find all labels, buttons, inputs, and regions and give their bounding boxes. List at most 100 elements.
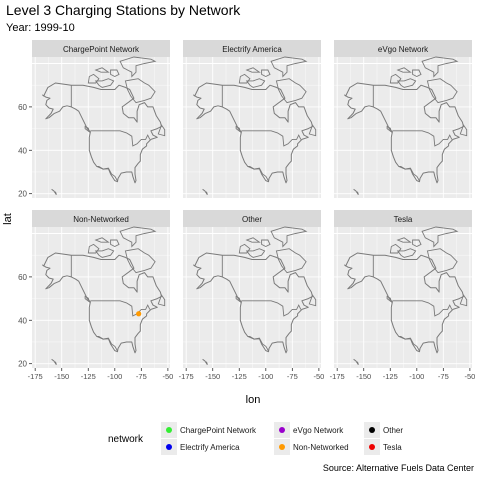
island-outline — [245, 67, 261, 73]
x-tick-label: -75 — [287, 372, 298, 381]
border-line — [392, 130, 453, 147]
island-outline — [94, 78, 115, 88]
facet-panel: Tesla -175 -150 -125 -100 -75 -50 — [330, 210, 475, 381]
island-outline — [84, 295, 91, 303]
x-tick-label: -150 — [54, 372, 69, 381]
border-line — [241, 300, 302, 317]
legend-label: eVgo Network — [293, 426, 344, 435]
facet-label: ChargePoint Network — [63, 45, 140, 54]
x-tick-label: -100 — [107, 372, 122, 381]
border-line — [392, 300, 453, 317]
x-axis-title: lon — [246, 394, 261, 406]
y-tick-label: 20 — [18, 190, 27, 199]
panel-background — [183, 227, 321, 368]
chart-title: Level 3 Charging Stations by Network — [6, 2, 241, 18]
facet-panel: eVgo Network — [334, 40, 472, 198]
coastline — [193, 252, 313, 354]
hawaii-outline — [353, 358, 359, 365]
coastline — [344, 252, 464, 354]
legend-label: Electrify America — [180, 443, 240, 452]
island-outline — [245, 78, 266, 88]
island-outline — [238, 73, 251, 84]
facet-label: eVgo Network — [378, 45, 429, 54]
y-tick-label: 40 — [18, 316, 27, 325]
border-line — [90, 130, 151, 147]
facet-label: Non-Networked — [73, 215, 129, 224]
legend: network ChargePoint Network Electrify Amer… — [108, 422, 403, 455]
facet-panel: Other -175 -150 -125 -100 -75 -50 — [179, 210, 324, 381]
island-outline — [308, 124, 317, 137]
island-outline — [275, 78, 307, 104]
border-line — [96, 166, 118, 182]
island-outline — [87, 243, 100, 254]
facet-strip — [334, 40, 472, 57]
island-outline — [157, 294, 166, 307]
island-outline — [261, 239, 271, 248]
hawaii-outline — [353, 188, 359, 195]
border-line — [247, 166, 269, 182]
x-tick-label: -125 — [81, 372, 96, 381]
island-outline — [396, 248, 417, 258]
coastline — [344, 82, 464, 184]
x-tick-label: -125 — [383, 372, 398, 381]
chart-caption: Source: Alternative Fuels Data Center — [322, 463, 474, 473]
island-outline — [261, 69, 271, 78]
island-outline — [235, 125, 242, 133]
coastline — [193, 82, 313, 184]
panel-background — [183, 57, 321, 198]
data-point — [136, 311, 142, 317]
legend-swatch — [279, 444, 285, 450]
x-tick-label: -175 — [179, 372, 194, 381]
island-outline — [235, 295, 242, 303]
border-line — [241, 130, 302, 147]
y-axis-title: lat — [2, 213, 14, 225]
island-outline — [94, 248, 115, 258]
border-line — [247, 336, 269, 352]
island-outline — [119, 226, 157, 248]
island-outline — [426, 248, 458, 274]
border-line — [398, 336, 420, 352]
coastline — [42, 252, 162, 354]
island-outline — [119, 56, 157, 78]
island-outline — [124, 78, 156, 104]
facet-panel: Electrify America — [183, 40, 321, 198]
x-tick-label: -50 — [162, 372, 173, 381]
panel-background — [334, 227, 472, 368]
x-tick-label: -100 — [258, 372, 273, 381]
x-tick-label: -50 — [313, 372, 324, 381]
legend-label: Other — [383, 426, 403, 435]
hawaii-outline — [202, 188, 208, 195]
border-line — [96, 336, 118, 352]
island-outline — [459, 294, 468, 307]
x-tick-label: -150 — [205, 372, 220, 381]
facet-strip — [32, 210, 170, 227]
y-tick-label: 20 — [18, 360, 27, 369]
panel-background — [32, 57, 170, 198]
facet-label: Other — [242, 215, 262, 224]
island-outline — [84, 125, 91, 133]
facet-strip — [183, 210, 321, 227]
facet-strip — [183, 40, 321, 57]
island-outline — [396, 78, 417, 88]
legend-swatch — [166, 427, 172, 433]
hawaii-outline — [202, 358, 208, 365]
island-outline — [396, 67, 412, 73]
island-outline — [110, 239, 120, 248]
chart-subtitle: Year: 1999-10 — [6, 22, 75, 34]
x-tick-label: -150 — [356, 372, 371, 381]
legend-swatch — [369, 444, 375, 450]
x-tick-label: -50 — [464, 372, 475, 381]
island-outline — [275, 248, 307, 274]
legend-title: network — [108, 434, 144, 445]
panel-background — [334, 57, 472, 198]
legend-label: ChargePoint Network — [180, 426, 257, 435]
y-tick-label: 40 — [18, 146, 27, 155]
island-outline — [412, 69, 422, 78]
island-outline — [421, 56, 459, 78]
island-outline — [87, 73, 100, 84]
island-outline — [94, 67, 110, 73]
island-outline — [157, 124, 166, 137]
island-outline — [308, 294, 317, 307]
border-line — [398, 166, 420, 182]
